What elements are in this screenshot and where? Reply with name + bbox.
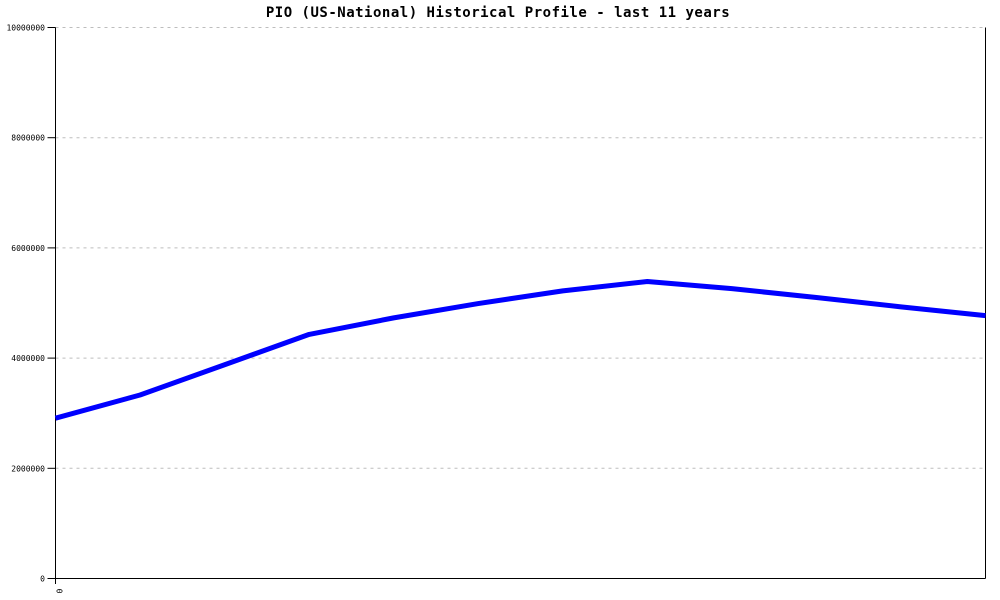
y-tick-label: 4000000 — [11, 354, 45, 363]
y-tick-label: 10000000 — [6, 24, 45, 33]
y-tick-label: 0 — [40, 575, 45, 584]
y-tick-label: 2000000 — [11, 464, 45, 473]
chart-title: PIO (US-National) Historical Profile - l… — [265, 5, 731, 21]
x-tick-label: 0 — [55, 589, 64, 594]
y-tick-label: 6000000 — [11, 244, 45, 253]
data-line-pio — [54, 279, 986, 421]
y-tick-label: 8000000 — [11, 134, 45, 143]
